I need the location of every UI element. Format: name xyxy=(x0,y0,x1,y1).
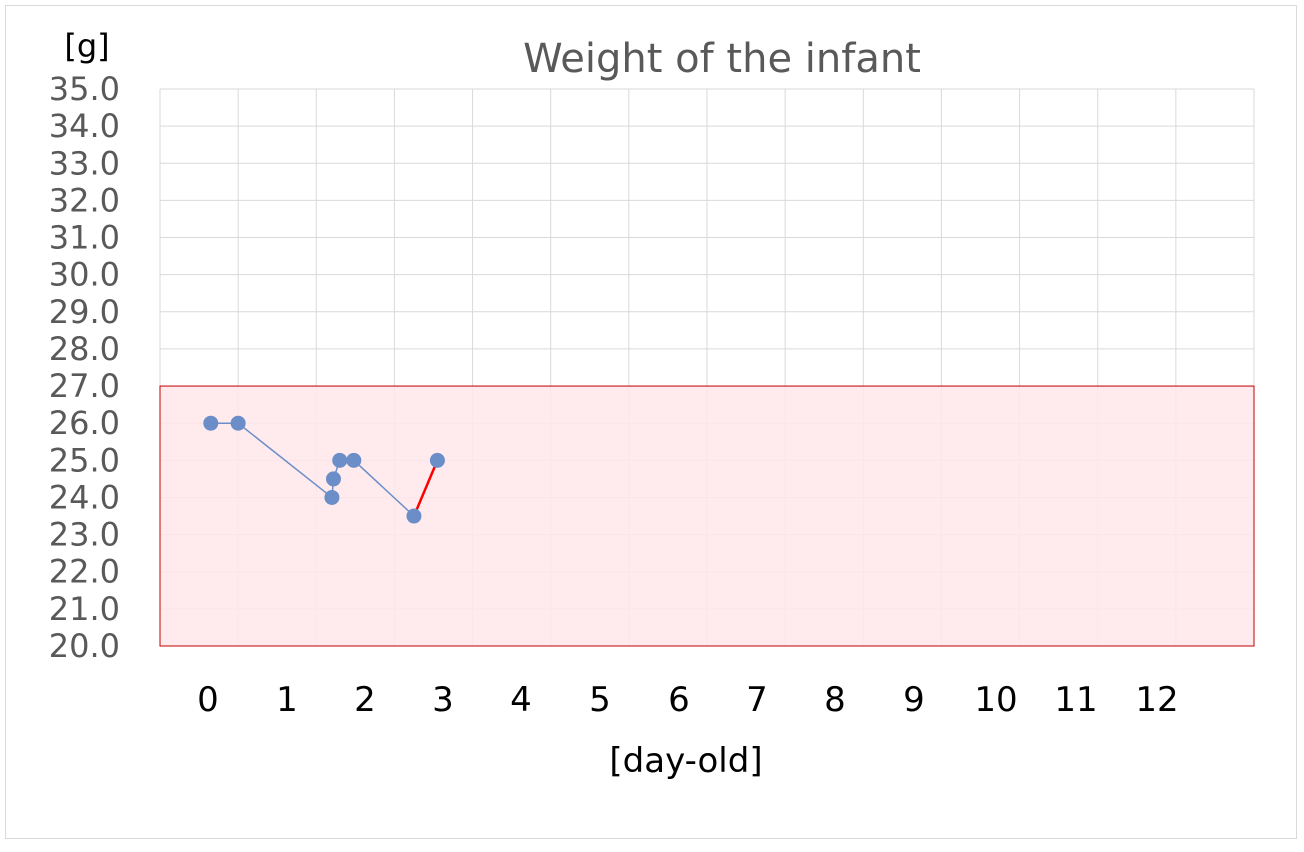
highlight-segment xyxy=(412,459,439,517)
y-tick-label: 20.0 xyxy=(49,627,120,665)
x-tick-label: 10 xyxy=(974,680,1017,720)
chart-title: Weight of the infant xyxy=(523,36,921,82)
y-axis-ticks: 20.021.022.023.024.025.026.027.028.029.0… xyxy=(49,70,120,665)
normal-range-rect xyxy=(159,385,1255,647)
x-tick-label: 2 xyxy=(354,680,376,720)
y-tick-label: 28.0 xyxy=(49,330,120,368)
x-tick-label: 0 xyxy=(197,680,219,720)
y-tick-label: 24.0 xyxy=(49,478,120,516)
data-point xyxy=(429,452,445,468)
data-point xyxy=(324,489,340,505)
y-tick-label: 25.0 xyxy=(49,441,120,479)
x-tick-label: 3 xyxy=(432,680,454,720)
x-tick-label: 6 xyxy=(668,680,690,720)
y-tick-label: 26.0 xyxy=(49,404,120,442)
data-point xyxy=(332,452,348,468)
x-tick-label: 11 xyxy=(1054,680,1097,720)
y-tick-label: 34.0 xyxy=(49,107,120,145)
data-point xyxy=(406,508,422,524)
x-tick-label: 5 xyxy=(589,680,611,720)
series-segment xyxy=(237,422,333,499)
y-tick-label: 22.0 xyxy=(49,553,120,591)
y-tick-label: 21.0 xyxy=(49,590,120,628)
y-tick-label: 32.0 xyxy=(49,181,120,219)
normal-range-band xyxy=(159,385,1255,647)
y-tick-label: 30.0 xyxy=(49,256,120,294)
y-tick-label: 33.0 xyxy=(49,144,120,182)
x-tick-label: 8 xyxy=(824,680,846,720)
x-axis-ticks: 0 1 2 3 4 5 6 7 8 9 10 11 12 xyxy=(197,680,1178,720)
x-tick-label: 7 xyxy=(746,680,768,720)
x-tick-label: 9 xyxy=(903,680,925,720)
y-tick-label: 35.0 xyxy=(49,70,120,108)
series-segment xyxy=(353,459,415,517)
y-tick-label: 23.0 xyxy=(49,516,120,554)
y-axis-unit-label: [g] xyxy=(64,27,109,65)
series-weight xyxy=(203,415,445,524)
data-point xyxy=(325,471,341,487)
y-tick-label: 27.0 xyxy=(49,367,120,405)
y-tick-label: 29.0 xyxy=(49,293,120,331)
x-tick-label: 12 xyxy=(1135,680,1178,720)
y-tick-label: 31.0 xyxy=(49,219,120,257)
x-tick-label: 4 xyxy=(510,680,532,720)
data-point xyxy=(230,415,246,431)
data-point xyxy=(203,415,219,431)
data-point xyxy=(346,452,362,468)
x-tick-label: 1 xyxy=(276,680,298,720)
x-axis-label: [day-old] xyxy=(609,741,762,781)
